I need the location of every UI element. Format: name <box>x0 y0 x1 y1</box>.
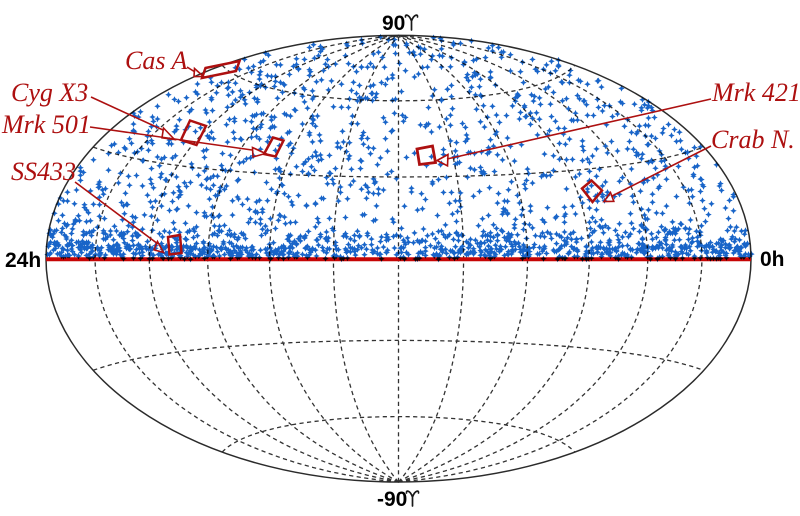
svg-text:-90: -90 <box>377 488 407 511</box>
svg-text:Crab N.: Crab N. <box>711 125 795 154</box>
svg-text:SS433: SS433 <box>11 157 76 186</box>
svg-text:Cas A: Cas A <box>125 46 187 75</box>
svg-text:90: 90 <box>382 12 405 35</box>
svg-text:Cyg X3: Cyg X3 <box>11 78 88 107</box>
svg-text:0h: 0h <box>760 248 785 271</box>
svg-text:Mrk 501: Mrk 501 <box>1 110 91 139</box>
svg-text:Mrk 421: Mrk 421 <box>711 78 800 107</box>
svg-text:24h: 24h <box>5 249 41 272</box>
